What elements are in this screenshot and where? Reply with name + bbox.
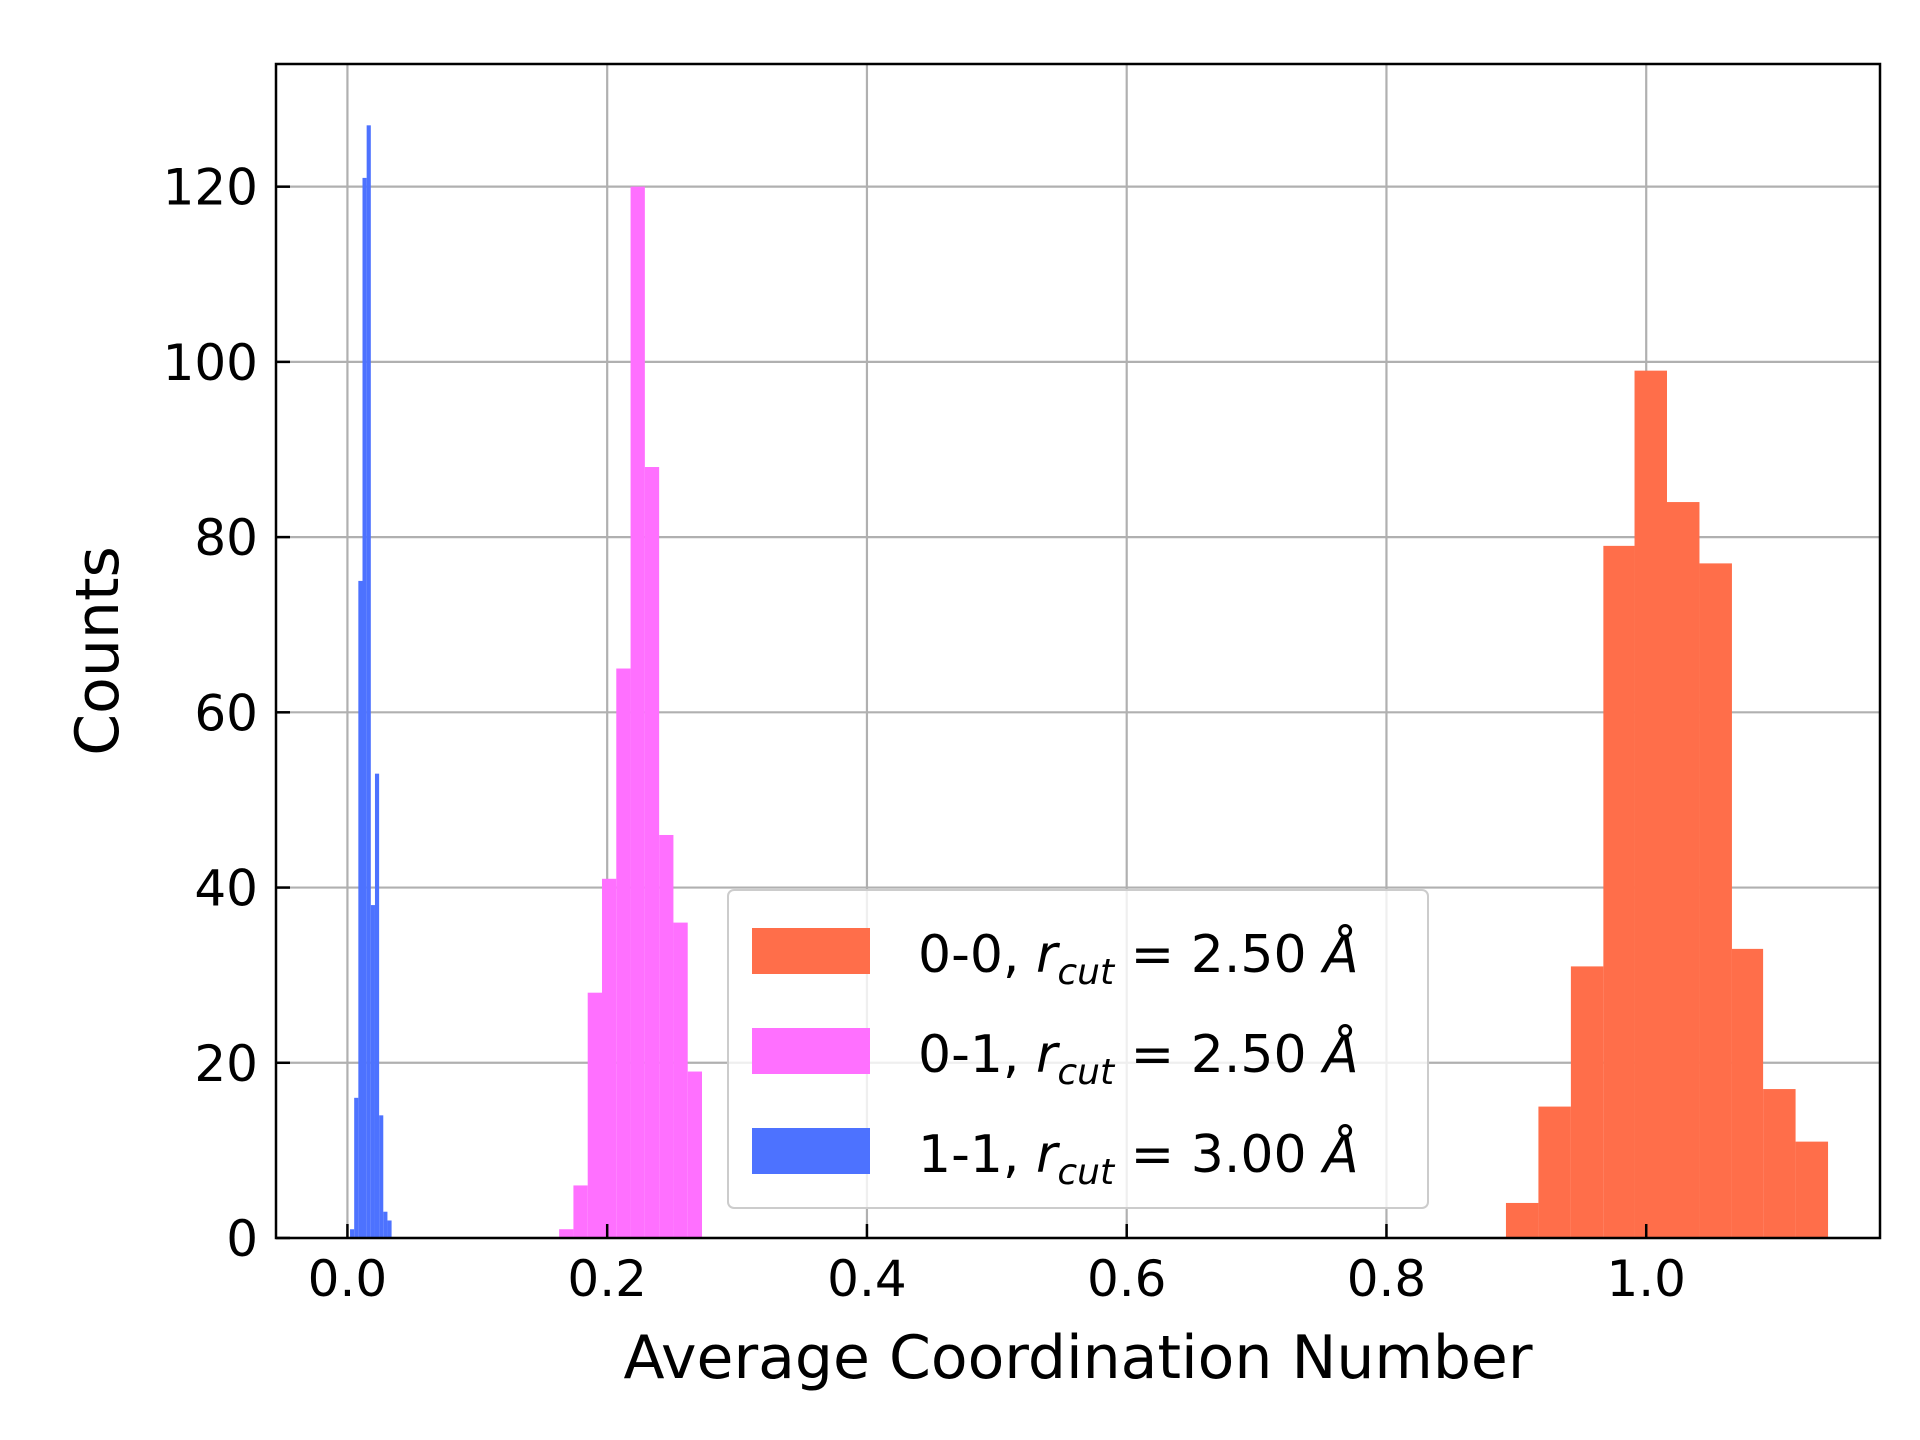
- legend-label: 1-1, rcut = 3.00 Å: [918, 1123, 1359, 1193]
- axis-ticks: 0.0 0.2 0.4 0.6 0.8 1.0 0 20 40 60 80 100 120: [163, 159, 1686, 1308]
- y-tick-label: 40: [194, 860, 258, 918]
- legend-label: 0-0, rcut = 2.50 Å: [918, 923, 1359, 993]
- y-tick-label: 100: [163, 334, 258, 392]
- histogram-bar: [587, 992, 602, 1238]
- histogram-bar: [1603, 545, 1635, 1238]
- histogram-bar: [358, 580, 363, 1238]
- histogram-bar: [1570, 966, 1604, 1238]
- histogram-bar: [1763, 1089, 1796, 1238]
- legend-item-1: 0-1, rcut = 2.50 Å: [752, 1023, 1359, 1093]
- histogram-bar: [659, 834, 674, 1238]
- histogram-bar: [379, 1115, 384, 1238]
- y-tick-label: 120: [163, 159, 258, 217]
- x-tick-label: 0.8: [1347, 1250, 1427, 1308]
- legend-swatch: [752, 1028, 870, 1074]
- x-axis-label: Average Coordination Number: [624, 1323, 1533, 1393]
- plot-frame: [274, 62, 1882, 1240]
- histogram-bar: [1538, 1106, 1571, 1238]
- histogram-bar: [1666, 502, 1700, 1238]
- legend-item-2: 1-1, rcut = 3.00 Å: [752, 1123, 1359, 1193]
- histogram-bar: [362, 177, 367, 1239]
- histogram-bar: [559, 1229, 574, 1238]
- histogram-bar: [387, 1220, 392, 1238]
- legend-box: [727, 889, 1429, 1209]
- histogram-bar: [630, 186, 645, 1238]
- histogram-bar: [1505, 1202, 1539, 1238]
- histogram-bar: [616, 668, 631, 1238]
- histogram-bar: [354, 1097, 359, 1238]
- histogram-bar: [350, 1229, 355, 1238]
- histogram-bar: [383, 1211, 388, 1238]
- x-tick-label: 1.0: [1606, 1250, 1686, 1308]
- histogram-bar: [1634, 370, 1667, 1238]
- y-tick-label: 20: [194, 1035, 258, 1093]
- histogram-bar: [1699, 563, 1732, 1238]
- legend-item-0: 0-0, rcut = 2.50 Å: [752, 923, 1359, 993]
- histogram-bar: [644, 467, 660, 1239]
- histogram-bar: [374, 773, 380, 1238]
- series-0-bars: [1505, 370, 1829, 1238]
- x-tick-label: 0.0: [308, 1250, 388, 1308]
- histogram-bar: [370, 905, 375, 1238]
- histogram-bar: [1795, 1141, 1829, 1238]
- series-1-bars: [559, 186, 703, 1239]
- x-tick-label: 0.4: [827, 1250, 907, 1308]
- y-axis-label: Counts: [63, 546, 133, 755]
- histogram-bar: [601, 878, 617, 1238]
- histogram-bar: [673, 922, 688, 1238]
- legend: 0-0, rcut = 2.50 Å 0-1, rcut = 2.50 Å 1-1,…: [727, 889, 1429, 1209]
- histogram-bar: [687, 1071, 703, 1238]
- y-tick-label: 80: [194, 509, 258, 567]
- histogram-bars: [350, 125, 1829, 1239]
- histogram-bar: [1731, 948, 1764, 1238]
- series-2-bars: [350, 125, 392, 1239]
- legend-swatch: [752, 1128, 870, 1174]
- y-tick-label: 60: [194, 684, 258, 742]
- histogram-bar: [366, 125, 371, 1238]
- histogram-bar: [573, 1185, 588, 1238]
- x-tick-label: 0.6: [1087, 1250, 1167, 1308]
- legend-label: 0-1, rcut = 2.50 Å: [918, 1023, 1359, 1093]
- y-tick-label: 0: [226, 1210, 258, 1268]
- x-tick-label: 0.2: [567, 1250, 647, 1308]
- legend-swatch: [752, 928, 870, 974]
